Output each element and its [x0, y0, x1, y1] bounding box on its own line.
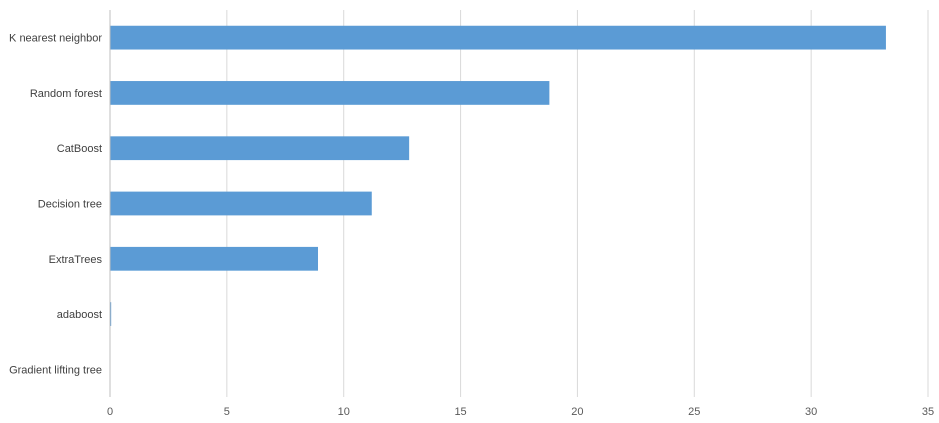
category-label: Decision tree — [38, 199, 102, 211]
x-tick-label: 25 — [688, 406, 700, 418]
x-tick-label: 0 — [107, 406, 113, 418]
x-tick-label: 30 — [805, 406, 817, 418]
category-label: K nearest neighbor — [9, 33, 102, 45]
category-label: Gradient lifting tree — [9, 364, 102, 376]
x-tick-label: 20 — [571, 406, 583, 418]
category-label: Random forest — [30, 88, 102, 100]
category-label: ExtraTrees — [49, 254, 103, 266]
category-labels: K nearest neighbor Random forest CatBoost D… — [9, 33, 102, 377]
x-tick-label: 10 — [338, 406, 350, 418]
x-tick-label: 5 — [224, 406, 230, 418]
x-tick-labels: 0 5 10 15 20 25 30 35 — [107, 406, 934, 418]
x-tick-label: 35 — [922, 406, 934, 418]
category-label: CatBoost — [57, 143, 102, 155]
bar — [110, 136, 410, 161]
x-tick-label: 15 — [454, 406, 466, 418]
bar — [110, 81, 550, 105]
bar — [110, 246, 319, 271]
bar — [110, 191, 372, 216]
bars — [110, 25, 886, 326]
bar — [110, 25, 886, 50]
category-label: adaboost — [57, 309, 102, 321]
bar — [110, 302, 112, 326]
